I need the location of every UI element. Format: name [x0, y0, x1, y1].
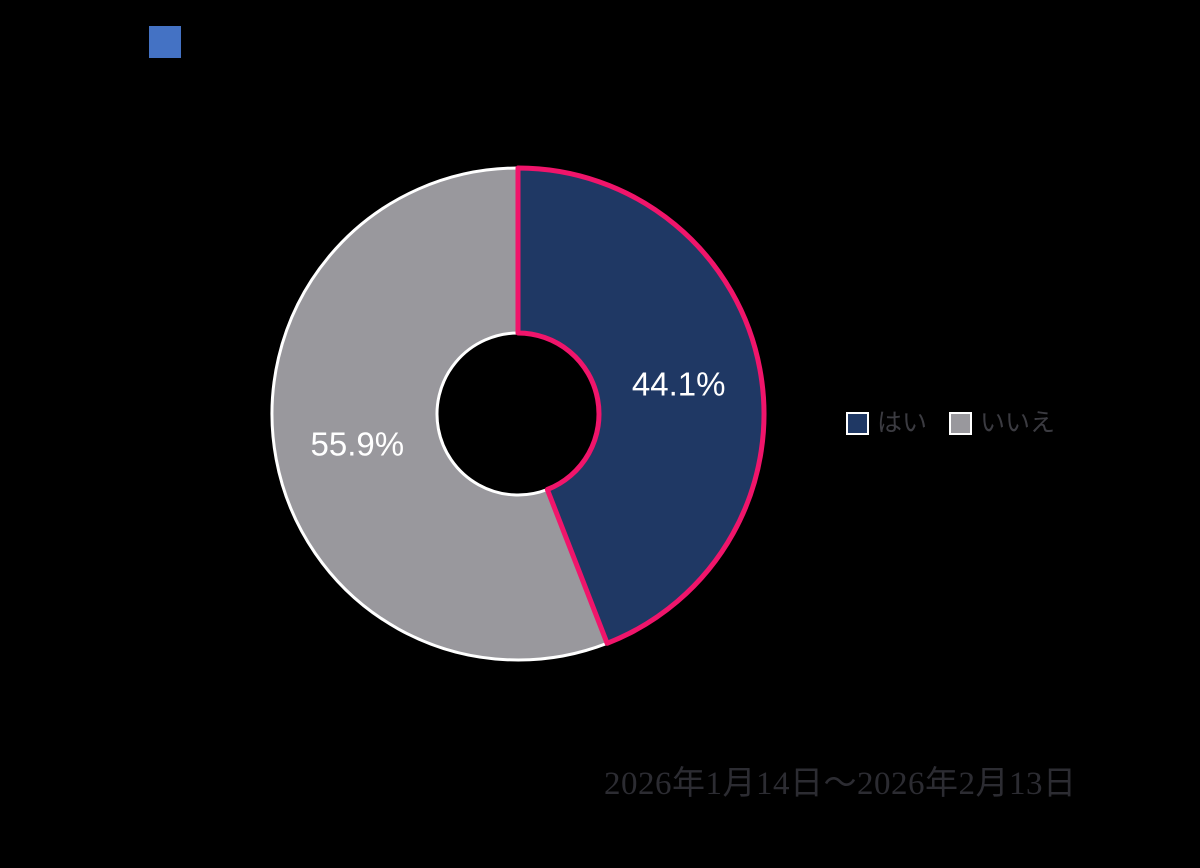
pie-slice-yes	[515, 165, 767, 646]
legend-item-yes: はい	[846, 408, 927, 438]
legend-swatch-yes	[846, 411, 869, 435]
pie-slice-no	[270, 166, 609, 662]
legend-swatch-no	[949, 411, 973, 435]
legend-label-yes: はい	[877, 409, 928, 437]
data-label-yes: 44.1%	[632, 365, 726, 402]
chart-legend: はい いいえ	[846, 408, 1055, 438]
survey-period-text: 2026年1月14日～2026年2月13日	[604, 766, 1077, 802]
legend-item-no: いいえ	[949, 408, 1055, 438]
legend-label-no: いいえ	[980, 409, 1056, 437]
data-label-no: 55.9%	[311, 426, 405, 463]
title-bullet-icon	[149, 26, 181, 58]
